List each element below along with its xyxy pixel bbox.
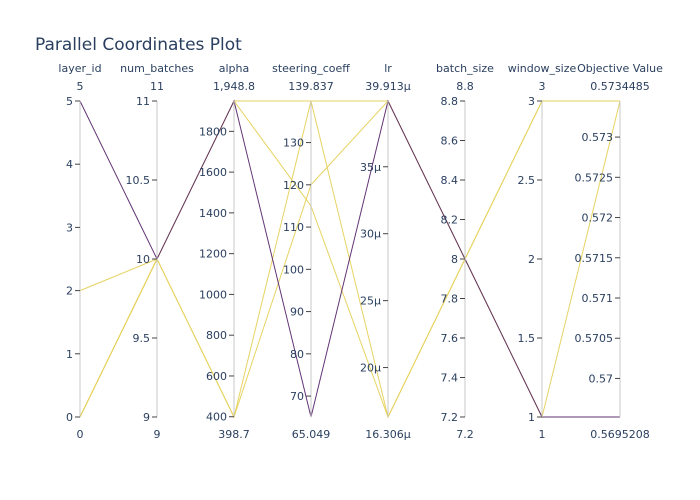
axis-tick-label: 1800 — [199, 125, 227, 138]
axis-min-label: 1 — [539, 428, 546, 441]
axis-2: alpha 1,948.8 398.7 400 600 800 1000 1200 1400 16… — [199, 62, 255, 441]
axis-tick-label: 4 — [66, 158, 73, 171]
axis-tick-label: 130 — [283, 137, 304, 150]
axis-tick-label: 7.6 — [441, 332, 459, 345]
axis-min-label: 16.306µ — [365, 428, 411, 441]
axis-tick-label: 110 — [283, 221, 304, 234]
axis-tick-label: 7.2 — [441, 411, 459, 424]
axis-max-label: 3 — [539, 80, 546, 93]
axis-tick-label: 1000 — [199, 288, 227, 301]
axis-tick-label: 30µ — [360, 228, 381, 241]
axis-min-label: 0.5695208 — [590, 428, 650, 441]
axis-title: Objective Value — [577, 62, 663, 75]
axis-tick-label: 8.8 — [441, 95, 459, 108]
axis-4: lr 39.913µ 16.306µ 20µ 25µ 30µ 35µ — [360, 62, 411, 441]
axis-min-label: 65.049 — [292, 428, 331, 441]
axis-tick-label: 0.5705 — [575, 332, 614, 345]
axis-max-label: 5 — [77, 80, 84, 93]
axis-tick-label: 20µ — [360, 362, 381, 375]
axis-tick-label: 1600 — [199, 166, 227, 179]
axis-tick-label: 7.4 — [441, 372, 459, 385]
series-lines — [79, 99, 621, 419]
axis-tick-label: 1 — [528, 411, 535, 424]
axis-tick-label: 1 — [66, 348, 73, 361]
axis-max-label: 0.5734485 — [590, 80, 650, 93]
axis-tick-label: 1.5 — [518, 332, 536, 345]
axis-tick-label: 1200 — [199, 248, 227, 261]
axis-tick-label: 25µ — [360, 295, 381, 308]
axis-tick-label: 3 — [528, 95, 535, 108]
axis-max-label: 8.8 — [456, 80, 474, 93]
axis-tick-label: 0.573 — [582, 131, 614, 144]
axis-6: window_size 3 11 1.5 2 2.5 3 — [508, 62, 577, 441]
axis-tick-label: 800 — [206, 329, 227, 342]
axis-tick-label: 8 — [451, 253, 458, 266]
axis-tick-label: 0.5725 — [575, 171, 614, 184]
axis-max-label: 11 — [150, 80, 164, 93]
axis-tick-label: 100 — [283, 263, 304, 276]
axis-tick-label: 3 — [66, 221, 73, 234]
axis-tick-label: 7.8 — [441, 293, 459, 306]
series-line-4 — [79, 99, 620, 418]
axis-tick-label: 8.4 — [441, 174, 459, 187]
axis-tick-label: 0 — [66, 411, 73, 424]
axis-tick-label: 10 — [136, 253, 150, 266]
axis-3: steering_coeff 139.837 65.049 70 80 90 100 110 1… — [272, 62, 350, 441]
axis-min-label: 0 — [77, 428, 84, 441]
axis-title: lr — [384, 62, 392, 75]
axis-min-label: 9 — [154, 428, 161, 441]
axis-title: layer_id — [58, 62, 101, 75]
axis-tick-label: 10.5 — [126, 174, 151, 187]
chart-title: Parallel Coordinates Plot — [35, 35, 242, 55]
axes: layer_id50012345num_batches11999.51010.5… — [58, 62, 663, 441]
axis-tick-label: 0.57 — [589, 372, 614, 385]
axis-title: num_batches — [120, 62, 194, 75]
axis-1: num_batches 11 99 9.5 10 10.5 11 — [120, 62, 194, 441]
axis-title: batch_size — [436, 62, 494, 75]
axis-title: alpha — [219, 62, 250, 75]
axis-0: layer_id 5 00 1 2 3 4 5 — [58, 62, 101, 441]
axis-title: window_size — [508, 62, 577, 75]
axis-max-label: 139.837 — [288, 80, 334, 93]
axis-min-label: 398.7 — [218, 428, 250, 441]
axis-title: steering_coeff — [272, 62, 350, 75]
axis-tick-label: 400 — [206, 411, 227, 424]
axis-tick-label: 5 — [66, 95, 73, 108]
axis-5: batch_size 8.8 7.2 7.2 7.4 7.6 7.8 8 8.2 8.4 8.6 8.… — [436, 62, 494, 441]
axis-max-label: 1,948.8 — [213, 80, 255, 93]
axis-tick-label: 9.5 — [133, 332, 151, 345]
axis-tick-label: 8.2 — [441, 214, 459, 227]
axis-tick-label: 35µ — [360, 161, 381, 174]
axis-tick-label: 9 — [143, 411, 150, 424]
axis-tick-label: 0.571 — [582, 292, 614, 305]
axis-tick-label: 2.5 — [518, 174, 536, 187]
axis-tick-label: 0.572 — [582, 212, 614, 225]
axis-tick-label: 120 — [283, 179, 304, 192]
axis-tick-label: 90 — [290, 306, 304, 319]
axis-tick-label: 80 — [290, 348, 304, 361]
axis-min-label: 7.2 — [456, 428, 474, 441]
axis-tick-label: 2 — [66, 285, 73, 298]
axis-tick-label: 11 — [136, 95, 150, 108]
axis-tick-label: 0.5715 — [575, 252, 614, 265]
axis-tick-label: 600 — [206, 370, 227, 383]
axis-max-label: 39.913µ — [365, 80, 411, 93]
axis-tick-label: 2 — [528, 253, 535, 266]
axis-tick-label: 1400 — [199, 207, 227, 220]
axis-tick-label: 8.6 — [441, 135, 459, 148]
axis-7: Objective Value 0.5734485 0.5695208 0.57 0.5… — [575, 62, 664, 441]
axis-tick-label: 70 — [290, 390, 304, 403]
